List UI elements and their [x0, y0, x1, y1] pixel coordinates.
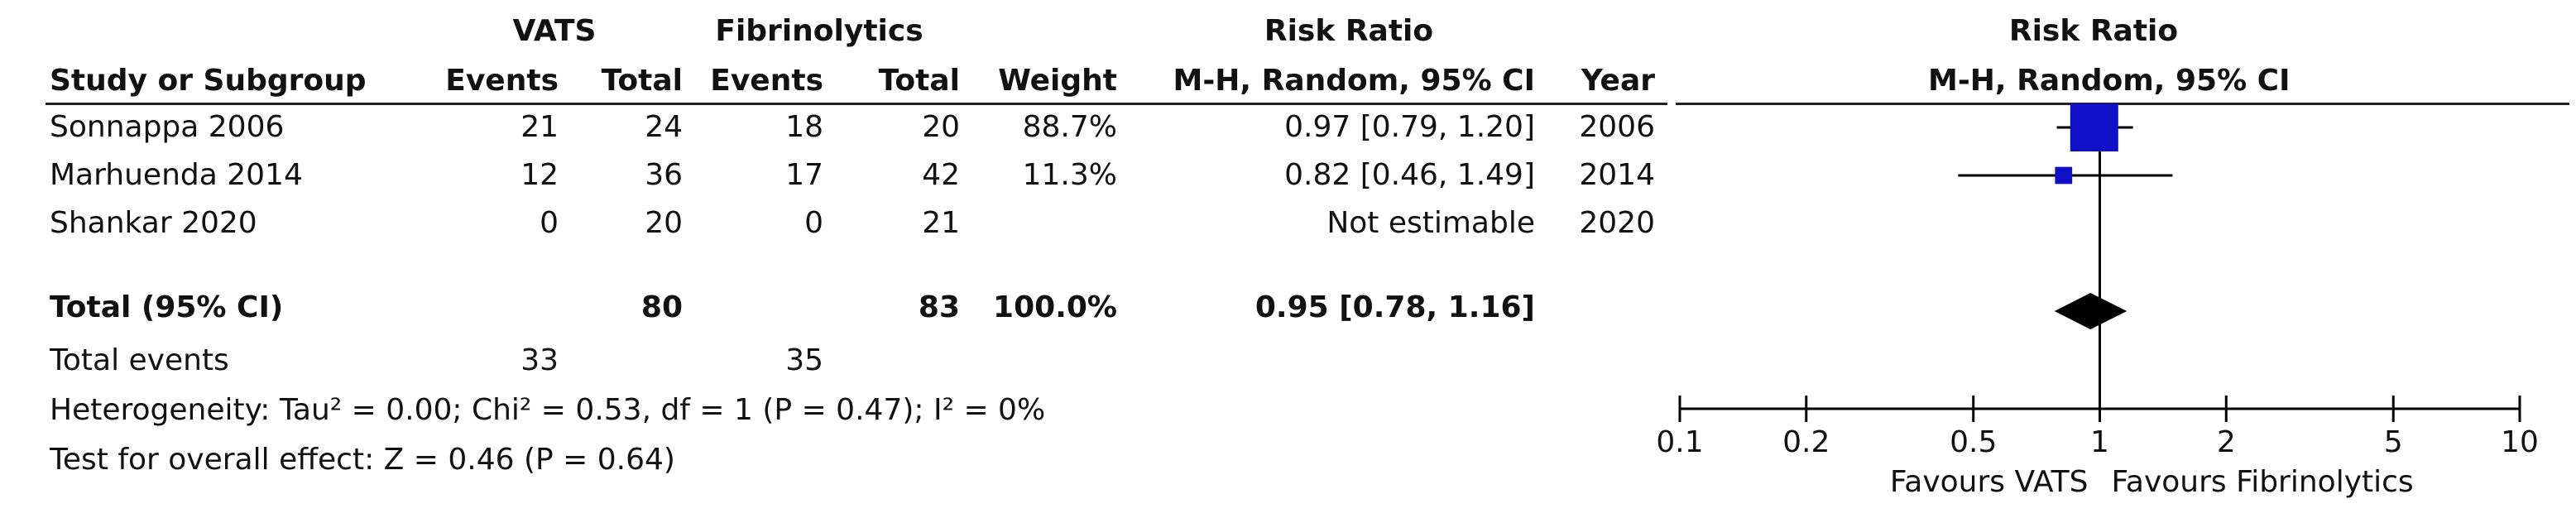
group1-header: VATS: [512, 14, 597, 48]
group2-header: Fibrinolytics: [715, 14, 923, 48]
total-weight: 100.0%: [993, 290, 1117, 324]
plot-header-rule: [1676, 103, 2569, 105]
weight-value: 11.3%: [1022, 158, 1117, 192]
heterogeneity-text: Heterogeneity: Tau² = 0.00; Chi² = 0.53,…: [50, 393, 1046, 427]
study-name: Marhuenda 2014: [50, 158, 303, 192]
year-value: 2006: [1579, 110, 1655, 144]
total2-header: Total: [878, 64, 960, 98]
x-tick-label: 0.1: [1656, 425, 1703, 459]
total-ci: 0.95 [0.78, 1.16]: [1254, 290, 1535, 324]
total1-value: 36: [645, 158, 683, 192]
year-header: Year: [1581, 64, 1655, 98]
events2-sum: 35: [785, 343, 823, 377]
total-label: Total (95% CI): [50, 290, 284, 324]
ci-value: 0.82 [0.46, 1.49]: [1284, 158, 1535, 192]
pooled-diamond: [2054, 293, 2127, 329]
x-tick-label: 10: [2501, 425, 2539, 459]
x-tick-label: 1: [2090, 425, 2109, 459]
year-value: 2020: [1579, 206, 1655, 240]
study-square: [2055, 166, 2073, 185]
weight-value: 88.7%: [1022, 110, 1117, 144]
year-value: 2014: [1579, 158, 1655, 192]
favours-left-label: Favours VATS: [1890, 465, 2089, 499]
plot-title: Risk Ratio: [2008, 14, 2179, 48]
total1-sum: 80: [640, 290, 683, 324]
total2-sum: 83: [918, 290, 960, 324]
events-label: Total events: [50, 343, 229, 377]
study-square: [2070, 103, 2118, 151]
total1-value: 20: [645, 206, 683, 240]
events2-header: Events: [710, 64, 823, 98]
overall-effect-text: Test for overall effect: Z = 0.46 (P = 0…: [50, 443, 675, 477]
study-header: Study or Subgroup: [50, 64, 367, 98]
study-name: Sonnappa 2006: [50, 110, 285, 144]
weight-header: Weight: [998, 64, 1117, 98]
events1-value: 0: [540, 206, 559, 240]
total2-value: 21: [922, 206, 960, 240]
events2-value: 0: [804, 206, 823, 240]
events1-value: 21: [520, 110, 559, 144]
total1-header: Total: [601, 64, 683, 98]
total2-value: 42: [922, 158, 960, 192]
total2-value: 20: [922, 110, 960, 144]
ci-value: 0.97 [0.79, 1.20]: [1284, 110, 1535, 144]
study-name: Shankar 2020: [50, 206, 257, 240]
total1-value: 24: [645, 110, 683, 144]
events1-header: Events: [445, 64, 559, 98]
events1-value: 12: [520, 158, 559, 192]
table-header-rule: [46, 103, 1667, 105]
events2-value: 17: [785, 158, 823, 192]
favours-right-label: Favours Fibrinolytics: [2112, 465, 2414, 499]
x-tick-label: 0.2: [1782, 425, 1830, 459]
x-tick-label: 2: [2217, 425, 2236, 459]
x-tick-label: 0.5: [1950, 425, 1997, 459]
rr-method-header: M-H, Random, 95% CI: [1173, 64, 1535, 98]
ci-value: Not estimable: [1326, 206, 1535, 240]
plot-method-header: M-H, Random, 95% CI: [1928, 64, 2291, 98]
events1-sum: 33: [520, 343, 559, 377]
rr-column-title: Risk Ratio: [1264, 14, 1434, 48]
events2-value: 18: [785, 110, 823, 144]
x-tick-label: 5: [2384, 425, 2403, 459]
